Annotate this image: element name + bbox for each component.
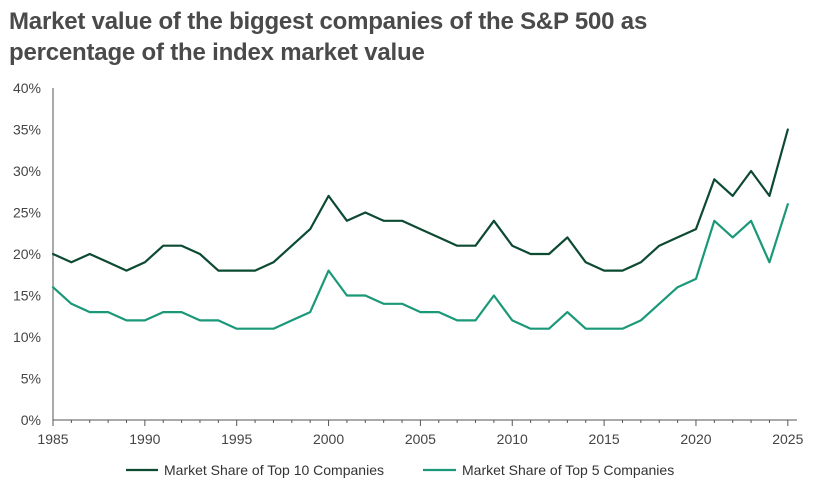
x-tick-label: 2005 [405,431,436,447]
x-tick-label: 2025 [772,431,803,447]
y-tick-label: 10% [13,329,41,345]
x-tick-label: 2015 [589,431,620,447]
y-tick-label: 40% [13,80,41,96]
y-tick-label: 0% [21,412,41,428]
y-tick-label: 5% [21,371,41,387]
x-tick-label: 2000 [313,431,344,447]
x-tick-label: 1985 [37,431,68,447]
x-tick-label: 2010 [497,431,528,447]
series-line-top-10 [51,128,789,272]
series-line-top-5 [51,203,789,330]
chart-title: Market value of the biggest companies of… [9,6,809,68]
y-tick-label: 20% [13,246,41,262]
legend-label-top-5: Market Share of Top 5 Companies [462,462,674,478]
y-tick-label: 15% [13,288,41,304]
chart-title-line-1: Market value of the biggest companies of… [9,8,648,35]
chart-series [51,128,789,330]
x-tick-label: 1990 [129,431,160,447]
chart-axes: 0% 5% 10% 15% 20% 25% 30% 35% 40% 1985 1990 1995 200… [13,80,804,447]
chart-title-line-2: percentage of the index market value [9,39,425,66]
y-tick-label: 25% [13,205,41,221]
y-tick-label: 30% [13,163,41,179]
chart-legend: Market Share of Top 10 Companies Market S… [126,462,674,478]
x-tick-label: 1995 [221,431,252,447]
x-tick-label: 2020 [680,431,711,447]
legend-label-top-10: Market Share of Top 10 Companies [164,462,384,478]
y-tick-label: 35% [13,122,41,138]
